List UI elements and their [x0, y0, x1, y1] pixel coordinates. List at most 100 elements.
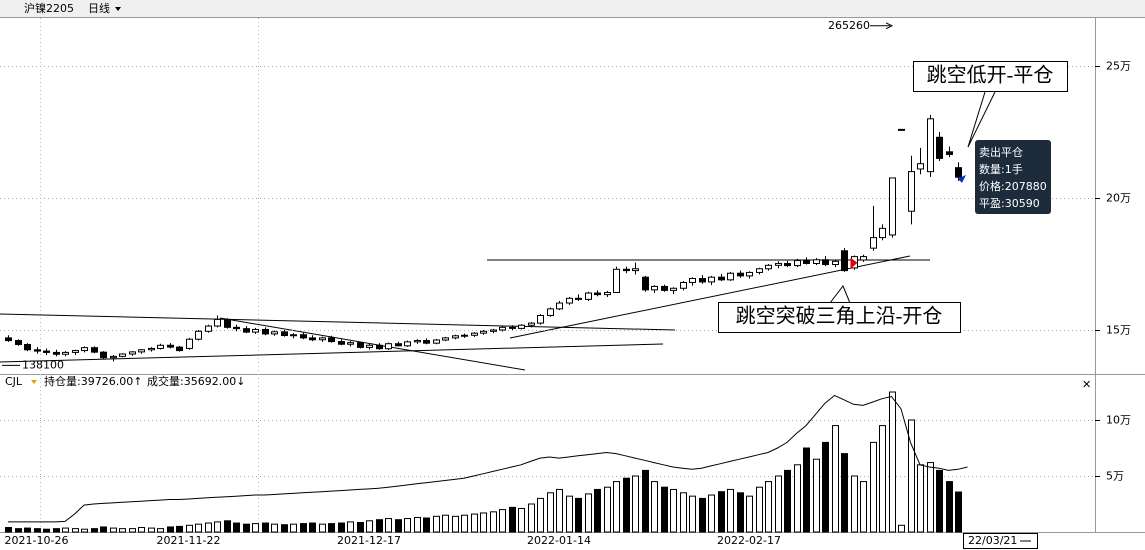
candle-body — [898, 128, 905, 131]
volume-bar — [822, 441, 829, 533]
candle-body — [205, 325, 212, 332]
volume-bar — [281, 524, 288, 533]
volume-bar — [24, 527, 31, 533]
volume-bar — [566, 495, 573, 533]
candle-body — [680, 281, 687, 289]
candle-body — [955, 167, 962, 178]
volume-bar — [775, 475, 782, 533]
volume-bar — [338, 522, 345, 533]
candle-body — [585, 292, 592, 300]
callout-text: 跳空突破三角上沿-开仓 — [736, 305, 943, 328]
candle-body — [262, 328, 269, 335]
x-tick-label: 2021-11-22 — [157, 534, 221, 547]
candle-body — [604, 291, 611, 296]
candle-body — [328, 337, 335, 343]
candle-body — [917, 163, 924, 170]
candle-body — [395, 343, 402, 347]
candle-body — [775, 262, 782, 266]
volume-bar — [167, 526, 174, 533]
volume-bar — [746, 495, 753, 533]
candle-body — [708, 276, 715, 283]
volume-bar — [870, 441, 877, 533]
volume-bar — [699, 497, 706, 533]
period[interactable]: 日线 — [88, 1, 110, 15]
candle-body — [632, 268, 639, 272]
volume-bar — [43, 528, 50, 533]
volume-bar — [661, 486, 668, 533]
volume-bar — [737, 492, 744, 533]
max-arrow-head — [885, 22, 894, 30]
candle-body — [138, 349, 145, 353]
volume-bar — [119, 528, 126, 533]
volume-bar — [689, 495, 696, 533]
volume-bar — [243, 523, 250, 533]
candle-body — [157, 344, 164, 349]
volume-bar — [784, 469, 791, 533]
volume-bar — [157, 528, 164, 533]
candle-body — [699, 278, 706, 283]
candle-body — [832, 260, 839, 266]
indicator-title[interactable]: CJL — [5, 375, 23, 388]
volume-bar — [81, 528, 88, 533]
candle-body — [195, 330, 202, 340]
candle-body — [62, 351, 69, 355]
candle-body — [623, 268, 630, 272]
volume-bar — [832, 425, 839, 533]
sell-marker — [958, 174, 966, 183]
volume-bar — [632, 475, 639, 533]
callout-text: 跳空低开-平仓 — [927, 64, 1054, 87]
candle-body — [936, 136, 943, 159]
candle-body — [129, 351, 136, 355]
candle-body — [927, 118, 934, 173]
buy-marker — [850, 257, 858, 269]
candle-body — [385, 343, 392, 350]
candle-body — [908, 171, 915, 212]
candle-body — [300, 334, 307, 339]
close-button[interactable]: ✕ — [1082, 378, 1091, 391]
cursor-date-box — [963, 533, 1038, 549]
trade-tooltip — [975, 140, 1051, 214]
volume-bar — [300, 523, 307, 533]
volume-bar — [319, 523, 326, 533]
candle-body — [813, 259, 820, 264]
candle-body — [860, 256, 867, 261]
candle-body — [594, 292, 601, 296]
candle-body — [499, 326, 506, 331]
candle-body — [518, 324, 525, 329]
dropdown-icon[interactable] — [115, 7, 121, 11]
candle-body — [338, 341, 345, 345]
volume-bar — [205, 522, 212, 533]
volume-bar — [765, 481, 772, 533]
candle-body — [784, 262, 791, 267]
symbol[interactable]: 沪镍2205 — [24, 1, 74, 15]
legend-entry: 成交量:35692.00↓ — [147, 374, 245, 388]
open-interest-line — [8, 394, 968, 523]
candle-body — [566, 297, 573, 304]
candle-body — [689, 278, 696, 283]
callout-pointer — [967, 91, 996, 148]
candle-body — [490, 329, 497, 332]
legend-entry: 持仓量:39726.00↑ — [44, 374, 142, 388]
volume-bar — [537, 497, 544, 533]
candle-body — [309, 337, 316, 341]
volume-bar — [908, 419, 915, 533]
candle-body — [452, 335, 459, 339]
candle-body — [243, 328, 250, 333]
volume-bar — [186, 524, 193, 533]
candle-body — [347, 342, 354, 345]
volume-bar — [851, 475, 858, 533]
volume-bar — [262, 522, 269, 533]
candle-body — [72, 350, 79, 353]
tooltip-line: 价格:207880 — [979, 179, 1047, 193]
x-tick-label: 2021-10-26 — [5, 534, 69, 547]
dropdown-icon[interactable] — [31, 380, 37, 384]
volume-bar — [53, 528, 60, 533]
candle-body — [442, 337, 449, 341]
candle-body — [24, 343, 31, 351]
volume-bar — [385, 518, 392, 533]
candle-body — [224, 318, 231, 328]
candle-body — [879, 227, 886, 239]
volume-bar — [214, 521, 221, 533]
volume-bar — [718, 491, 725, 533]
